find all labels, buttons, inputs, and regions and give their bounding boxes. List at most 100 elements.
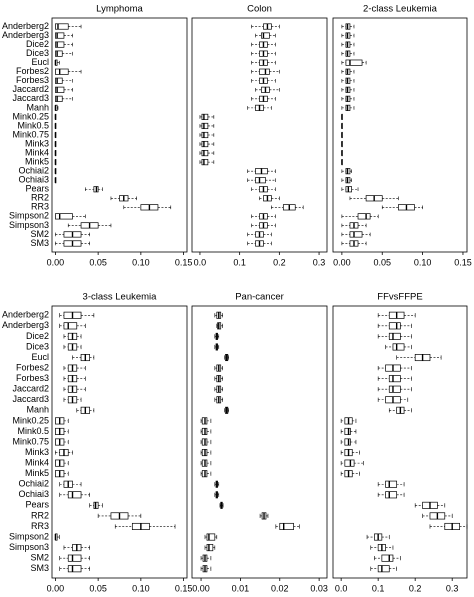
box: [381, 554, 394, 562]
box: [388, 332, 401, 340]
box: [201, 131, 209, 139]
category-label: SM2: [30, 229, 49, 239]
box: [344, 459, 355, 467]
box: [377, 565, 390, 573]
box: [55, 77, 63, 84]
x-tick-label: 0.00: [333, 257, 351, 267]
category-label: Manh: [26, 102, 49, 112]
x-tick-label: 0.02: [271, 583, 289, 592]
category-label: RR2: [31, 193, 49, 203]
category-label: Jaccard3: [12, 394, 49, 404]
category-label: Anderberg2: [2, 310, 49, 320]
category-label: Manh: [26, 405, 49, 415]
box: [206, 533, 216, 541]
category-label: Pears: [25, 184, 49, 194]
category-label: Jaccard3: [12, 93, 49, 103]
x-tick-label: 0.0: [335, 583, 348, 592]
x-tick-label: 0.00: [47, 257, 65, 267]
box: [206, 544, 214, 552]
x-tick-label: 0.3: [313, 257, 326, 267]
category-label: Mink0.25: [12, 111, 49, 121]
category-label: Forbes3: [16, 373, 49, 383]
category-label: SM2: [30, 553, 49, 563]
box: [349, 231, 363, 238]
panel-title: Colon: [247, 4, 272, 15]
category-label: Eucl: [31, 57, 49, 67]
x-tick-label: 0.1: [372, 583, 385, 592]
category-label: Jaccard2: [12, 384, 49, 394]
panel-frame: [51, 17, 188, 253]
category-label: Anderberg3: [2, 30, 49, 40]
x-tick-label: 0.15: [175, 257, 193, 267]
box: [392, 343, 405, 351]
category-label: Mink4: [25, 147, 49, 157]
x-tick-label: 0.05: [89, 583, 107, 592]
box: [279, 522, 294, 530]
box: [67, 491, 82, 499]
x-tick-label: 0.3: [446, 583, 459, 592]
x-tick-label: 0.1: [233, 257, 246, 267]
category-label: Anderberg3: [2, 320, 49, 330]
box: [201, 140, 209, 148]
category-label: Ochiai3: [18, 175, 49, 185]
box: [201, 113, 209, 120]
x-tick-label: 0.03: [310, 583, 328, 592]
box: [259, 68, 270, 75]
category-label: Dice2: [26, 39, 49, 49]
box: [55, 95, 63, 102]
panel-title: Pan-cancer: [235, 292, 284, 303]
box: [67, 554, 82, 562]
panel-frame: [191, 17, 328, 253]
category-label: Forbes3: [16, 75, 49, 85]
category-label: Mink5: [25, 156, 49, 166]
category-label: Mink0.75: [12, 436, 49, 446]
x-tick-label: 0.15: [454, 257, 472, 267]
box: [67, 565, 82, 573]
category-label: RR3: [31, 521, 49, 531]
x-tick-label: 0.2: [273, 257, 286, 267]
category-label: SM3: [30, 238, 49, 248]
category-label: Mink4: [25, 457, 49, 467]
panel-frame: [191, 305, 328, 579]
category-label: Dice2: [26, 331, 49, 341]
box: [385, 491, 398, 499]
box: [55, 213, 73, 220]
box: [344, 427, 351, 435]
panel-title: 3-class Leukemia: [83, 292, 158, 303]
box: [55, 23, 69, 30]
category-label: Anderberg2: [2, 21, 49, 31]
category-label: SM3: [30, 563, 49, 573]
category-label: Eucl: [31, 352, 49, 362]
panel-title: 2-class Leukemia: [363, 4, 438, 15]
box: [255, 177, 266, 184]
x-tick-label: 0.10: [414, 257, 432, 267]
box: [201, 122, 209, 130]
category-label: Dice3: [26, 341, 49, 351]
panel-title: FFvsFFPE: [377, 292, 422, 303]
box: [345, 59, 363, 66]
category-label: Ochiai2: [18, 479, 49, 489]
x-tick-label: 0.0: [194, 257, 207, 267]
x-tick-label: 0.2: [409, 583, 422, 592]
category-label: RR2: [31, 510, 49, 520]
category-label: Jaccard2: [12, 84, 49, 94]
category-label: Forbes2: [16, 362, 49, 372]
x-tick-label: 0.15: [175, 583, 193, 592]
x-tick-label: 0.00: [47, 583, 65, 592]
category-label: Mink0.75: [12, 129, 49, 139]
category-label: Dice3: [26, 48, 49, 58]
box: [201, 150, 209, 157]
box: [55, 32, 65, 39]
category-label: Ochiai2: [18, 166, 49, 176]
category-label: Mink0.5: [17, 120, 49, 130]
box: [388, 322, 401, 330]
x-tick-label: 0.10: [132, 583, 150, 592]
box: [388, 375, 401, 383]
category-label: Mink5: [25, 468, 49, 478]
box: [63, 322, 78, 330]
category-label: Simpson3: [9, 542, 49, 552]
box: [55, 86, 65, 93]
box: [385, 480, 398, 488]
box: [357, 213, 371, 220]
